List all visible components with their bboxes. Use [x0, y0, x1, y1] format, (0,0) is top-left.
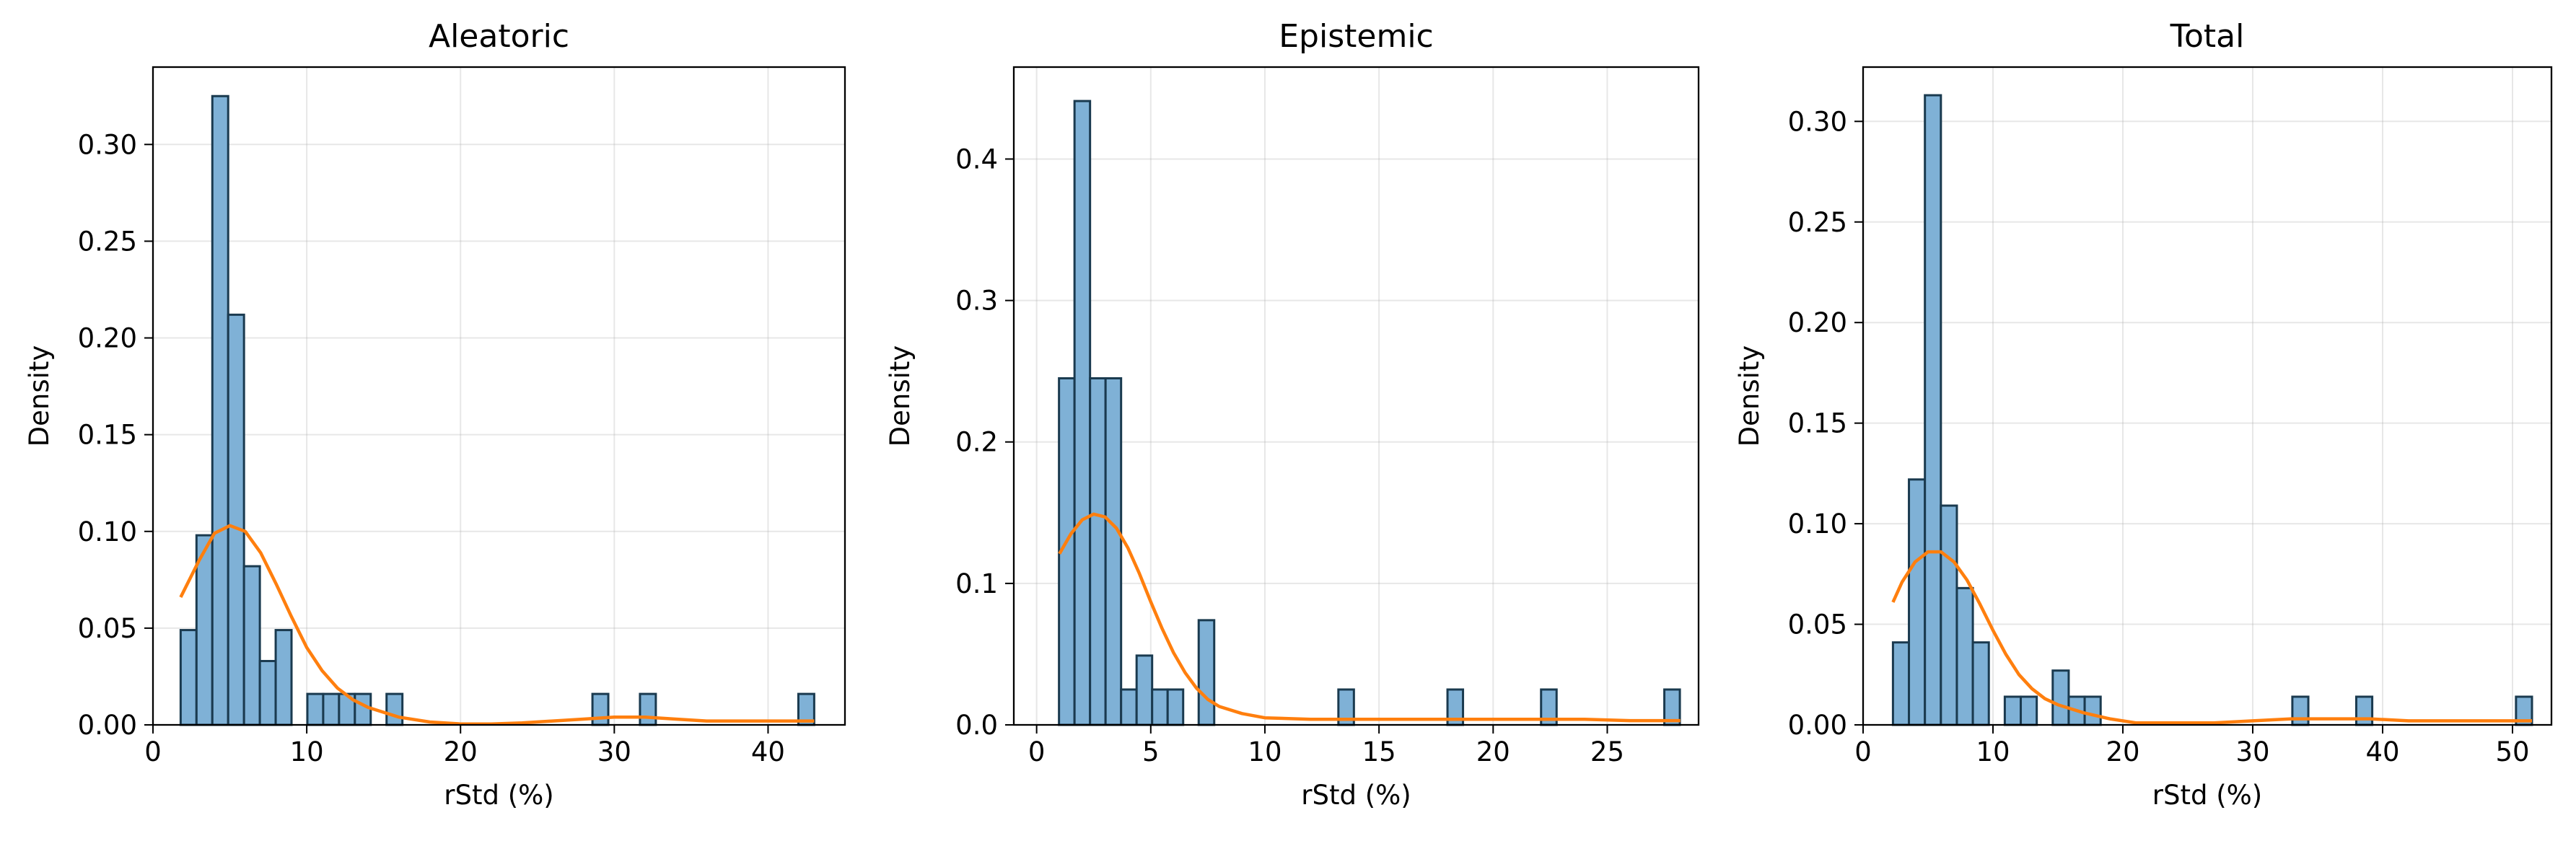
- x-tick-label: 10: [290, 736, 324, 767]
- x-tick-label: 5: [1142, 736, 1160, 767]
- x-tick-label: 20: [444, 736, 478, 767]
- x-tick-label: 20: [2106, 736, 2139, 767]
- y-tick-label: 0.15: [78, 420, 137, 451]
- y-tick-label: 0.1: [955, 568, 998, 599]
- axes-frame: [152, 66, 846, 726]
- histogram-bar: [1924, 94, 1942, 726]
- x-tick-label: 15: [1362, 736, 1396, 767]
- histogram-bar: [1073, 100, 1092, 726]
- y-tick-label: 0.30: [78, 129, 137, 160]
- y-tick-label: 0.00: [1788, 710, 1847, 741]
- x-tick-label: 30: [2235, 736, 2269, 767]
- histogram-bar: [1940, 504, 1958, 726]
- y-tick-label: 0.00: [78, 710, 137, 741]
- panel-title: Total: [2170, 18, 2245, 55]
- y-tick-label: 0.3: [955, 286, 998, 317]
- x-tick-label: 10: [1248, 736, 1282, 767]
- y-tick-label: 0.20: [1788, 307, 1847, 338]
- histogram-bar: [211, 94, 229, 726]
- x-axis-label: rStd (%): [444, 780, 553, 811]
- histogram-bar: [1089, 377, 1107, 726]
- kde-line: [1891, 550, 2532, 725]
- y-tick-label: 0.10: [78, 516, 137, 547]
- histogram-bar: [2083, 695, 2102, 726]
- histogram-bar: [2003, 695, 2023, 726]
- histogram-bar: [1908, 478, 1927, 726]
- y-tick-label: 0.25: [78, 226, 137, 257]
- histogram-bar: [1971, 641, 1990, 726]
- y-tick-label: 0.15: [1788, 408, 1847, 439]
- x-axis-label: rStd (%): [2152, 780, 2262, 811]
- x-axis-label: rStd (%): [1301, 780, 1411, 811]
- histogram-bar: [306, 692, 325, 726]
- chart-panel-aleatoric: 0 10 20 30 40 0.00 0.05 0.10 0.15 0.20 0.25 0.30 Ale…: [24, 18, 846, 811]
- histogram-bar: [1166, 688, 1185, 726]
- histogram-bar: [1104, 377, 1123, 726]
- histogram-bar: [639, 692, 657, 726]
- histogram-bar: [274, 629, 293, 726]
- histogram-bar: [2354, 695, 2374, 726]
- histogram-bar: [385, 692, 404, 726]
- chart-panel-epistemic: 0 5 10 15 20 25 0.0 0.1 0.2 0.3 0.4 Epistemic rStd (…: [885, 18, 1700, 811]
- histogram-bar: [2051, 669, 2070, 726]
- histogram-bar: [1955, 586, 1974, 726]
- histogram-bar: [1151, 688, 1169, 726]
- histogram-bar: [258, 659, 277, 726]
- panel-title: Aleatoric: [429, 18, 569, 55]
- x-tick-label: 10: [1976, 736, 2010, 767]
- x-tick-label: 0: [1028, 736, 1046, 767]
- y-axis-label: Density: [1734, 345, 1765, 447]
- x-tick-label: 25: [1590, 736, 1624, 767]
- axes-frame: [1862, 66, 2553, 726]
- histogram-bar: [1197, 619, 1216, 726]
- chart-panel-total: 0 10 20 30 40 50 0.00 0.05 0.10 0.15 0.20 0.25 0.30 T…: [1734, 18, 2553, 811]
- x-tick-label: 40: [751, 736, 785, 767]
- histogram-bar: [1135, 654, 1154, 726]
- histogram-bar: [179, 629, 198, 726]
- y-tick-label: 0.05: [1788, 609, 1847, 640]
- histogram-bar: [354, 692, 372, 726]
- x-tick-label: 40: [2365, 736, 2399, 767]
- kde-line: [179, 524, 815, 726]
- y-tick-label: 0.25: [1788, 207, 1847, 238]
- panel-title: Epistemic: [1279, 18, 1433, 55]
- x-tick-label: 20: [1476, 736, 1510, 767]
- y-tick-label: 0.05: [78, 613, 137, 644]
- x-tick-label: 50: [2495, 736, 2529, 767]
- kde-line: [1058, 512, 1681, 723]
- histogram-bar: [2020, 695, 2038, 726]
- histogram-bar: [1891, 641, 1911, 726]
- x-tick-label: 0: [1854, 736, 1872, 767]
- x-tick-label: 0: [144, 736, 162, 767]
- y-tick-label: 0.30: [1788, 106, 1847, 137]
- y-tick-label: 0.20: [78, 323, 137, 354]
- y-tick-label: 0.2: [955, 427, 998, 458]
- histogram-bar: [322, 692, 341, 726]
- histogram-bar: [227, 313, 245, 726]
- histogram-bar: [591, 692, 610, 726]
- histogram-bar: [1120, 688, 1138, 726]
- y-tick-label: 0.0: [955, 710, 998, 741]
- y-tick-label: 0.4: [955, 144, 998, 175]
- x-tick-label: 30: [597, 736, 631, 767]
- y-tick-label: 0.10: [1788, 508, 1847, 540]
- y-axis-label: Density: [24, 345, 55, 447]
- y-axis-label: Density: [885, 345, 916, 447]
- histogram-bar: [2291, 695, 2310, 726]
- axes-frame: [1012, 66, 1700, 726]
- histogram-bar: [242, 565, 261, 726]
